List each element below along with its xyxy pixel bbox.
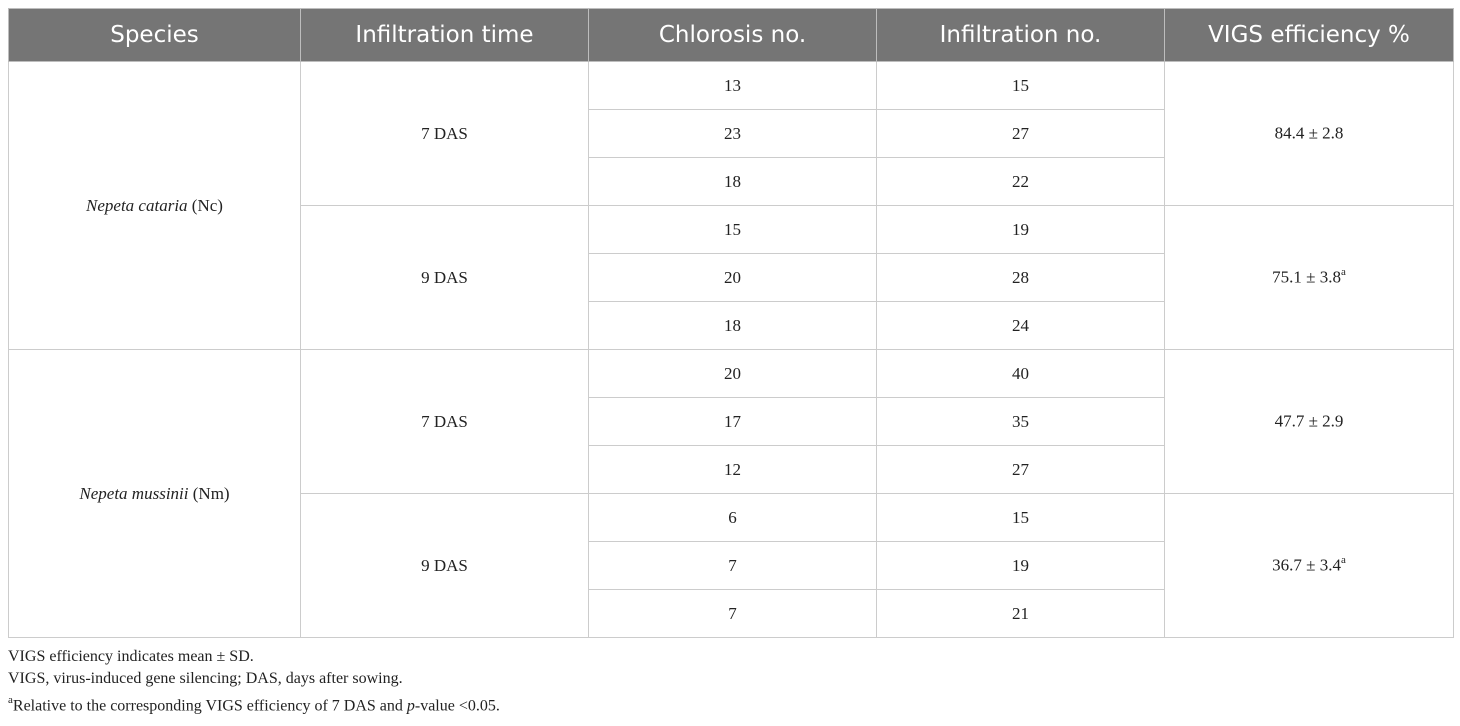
table-row: 23 27: [9, 109, 1454, 158]
table-footnotes: VIGS efficiency indicates mean ± SD. VIG…: [8, 646, 1453, 715]
chlorosis-cell: 12: [588, 445, 877, 494]
efficiency-value: 36.7 ± 3.4: [1272, 555, 1341, 575]
footnote-text-pre: Relative to the corresponding VIGS effic…: [12, 697, 407, 715]
table-row: 17 35: [9, 397, 1454, 446]
table-row: 7 21: [9, 589, 1454, 638]
header-infiltration-no: Infiltration no.: [876, 8, 1165, 62]
infiltration-cell: 15: [876, 493, 1165, 542]
chlorosis-cell: 7: [588, 541, 877, 590]
efficiency-cell: 36.7 ± 3.4a: [1164, 493, 1454, 638]
table-row: Nepeta cataria (Nc) 7 DAS 13 15 84.4 ± 2…: [8, 61, 1454, 350]
footnote-mean-sd: VIGS efficiency indicates mean ± SD.: [8, 648, 254, 665]
footnote-marker: a: [8, 694, 13, 706]
header-species: Species: [8, 8, 301, 62]
species-cell: Nepeta mussinii (Nm): [8, 349, 301, 638]
species-name: Nepeta cataria: [86, 195, 188, 215]
significance-mark: a: [1340, 554, 1346, 567]
species-abbr: (Nm): [188, 483, 230, 503]
footnote-abbreviations: VIGS, virus-induced gene silencing; DAS,…: [8, 670, 403, 687]
species-cell: Nepeta cataria (Nc): [8, 61, 301, 350]
efficiency-cell: 84.4 ± 2.8: [1164, 61, 1454, 206]
table-container: Species Infiltration time Chlorosis no. …: [8, 8, 1454, 715]
table-row: 7 19: [9, 541, 1454, 590]
infiltration-cell: 19: [876, 541, 1165, 590]
chlorosis-cell: 13: [588, 61, 877, 110]
table-row: 12 27: [9, 445, 1454, 494]
chlorosis-cell: 20: [588, 253, 877, 302]
efficiency-value: 84.4 ± 2.8: [1274, 123, 1344, 143]
table-row: 9 DAS 15 19 75.1 ± 3.8a: [9, 205, 1454, 350]
table-row: 18 22: [9, 157, 1454, 206]
infiltration-cell: 40: [876, 349, 1165, 398]
infiltration-cell: 27: [876, 109, 1165, 158]
species-abbr: (Nc): [187, 195, 223, 215]
footnote-p-symbol: p: [406, 697, 415, 715]
header-vigs-efficiency: VIGS efficiency %: [1164, 8, 1454, 62]
chlorosis-cell: 18: [588, 301, 877, 350]
footnote-text-post: -value <0.05.: [414, 697, 500, 715]
vigs-efficiency-table: Species Infiltration time Chlorosis no. …: [8, 8, 1454, 638]
chlorosis-cell: 15: [588, 205, 877, 254]
infiltration-cell: 35: [876, 397, 1165, 446]
infiltration-time-cell: 9 DAS: [300, 205, 589, 350]
infiltration-cell: 19: [876, 205, 1165, 254]
infiltration-cell: 27: [876, 445, 1165, 494]
table-row: Nepeta mussinii (Nm) 7 DAS 20 40 47.7 ± …: [8, 349, 1454, 638]
chlorosis-cell: 7: [588, 589, 877, 638]
efficiency-value: 75.1 ± 3.8: [1272, 267, 1341, 287]
table-header-row: Species Infiltration time Chlorosis no. …: [8, 8, 1454, 62]
infiltration-cell: 15: [876, 61, 1165, 110]
chlorosis-cell: 18: [588, 157, 877, 206]
chlorosis-cell: 6: [588, 493, 877, 542]
chlorosis-cell: 17: [588, 397, 877, 446]
header-chlorosis-no: Chlorosis no.: [588, 8, 877, 62]
infiltration-time-cell: 9 DAS: [300, 493, 589, 638]
footnote-significance: aRelative to the corresponding VIGS effi…: [8, 690, 1453, 715]
chlorosis-cell: 20: [588, 349, 877, 398]
chlorosis-cell: 23: [588, 109, 877, 158]
species-name: Nepeta mussinii: [79, 483, 189, 503]
efficiency-cell: 47.7 ± 2.9: [1164, 349, 1454, 494]
infiltration-time-cell: 7 DAS: [300, 61, 589, 206]
infiltration-cell: 28: [876, 253, 1165, 302]
efficiency-cell: 75.1 ± 3.8a: [1164, 205, 1454, 350]
table-row: 18 24: [9, 301, 1454, 350]
infiltration-cell: 24: [876, 301, 1165, 350]
significance-mark: a: [1340, 266, 1346, 279]
header-infiltration-time: Infiltration time: [300, 8, 589, 62]
efficiency-value: 47.7 ± 2.9: [1274, 411, 1344, 431]
infiltration-cell: 22: [876, 157, 1165, 206]
infiltration-cell: 21: [876, 589, 1165, 638]
table-row: 20 28: [9, 253, 1454, 302]
infiltration-time-cell: 7 DAS: [300, 349, 589, 494]
